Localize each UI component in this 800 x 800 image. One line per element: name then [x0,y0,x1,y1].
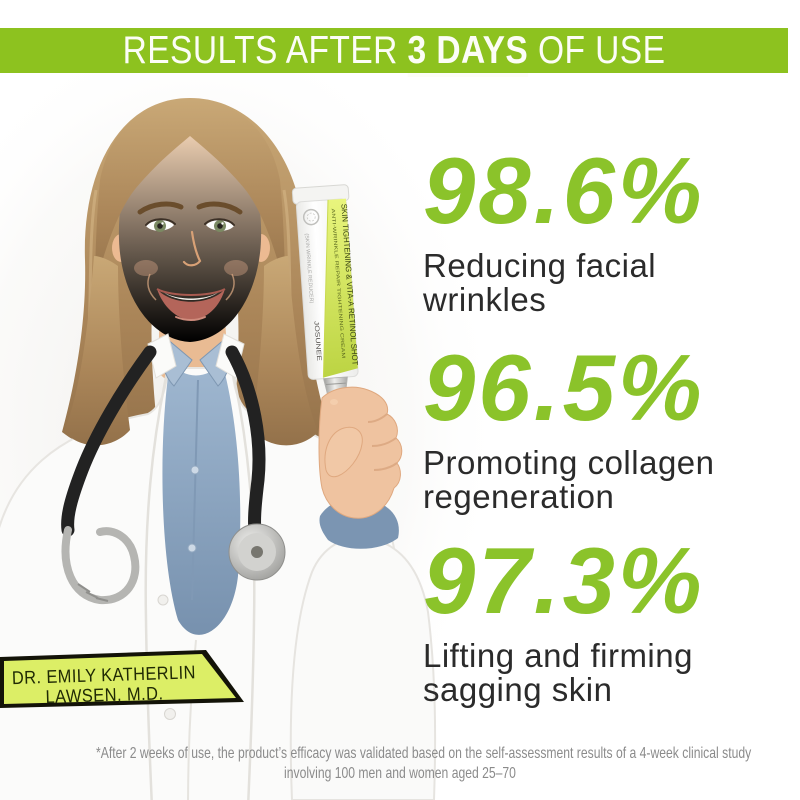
banner-text-part1: RESULTS AFTER [122,29,408,72]
disclaimer-line2: involving 100 men and women aged 25–70 [284,765,516,782]
product-tube: SKIN TIGHTENING & VITA-A RETINOL SHOT AN… [291,184,360,431]
tube-stripe [323,198,358,378]
stat-label-line1: Lifting and firming [423,637,693,675]
stat-label: Lifting and firming sagging skin [423,639,795,707]
disclaimer: *After 2 weeks of use, the product’s eff… [96,744,752,784]
stat-label-line1: Promoting collagen [423,444,715,482]
tube-side-text: (SKIN WRINKLE REDUCER) [303,233,314,304]
disclaimer-line1: *After 2 weeks of use, the product’s eff… [96,745,752,762]
coat-collar-left [147,333,177,379]
results-banner: RESULTS AFTER 3 DAYS OF USE [0,28,788,77]
face [118,126,262,342]
thumb [324,426,363,478]
stat-label-line2: regeneration [423,478,615,516]
tube-brand: JOSUNEE [312,321,322,362]
stat-label-line2: sagging skin [423,671,613,709]
coat-button [157,594,169,606]
coat-button [164,708,176,720]
stethoscope [61,345,286,605]
results-banner-text: RESULTS AFTER 3 DAYS OF USE [55,28,733,77]
doctor-name-line2: LAWSEN, M.D. [45,682,164,707]
stat-block-collagen: 96.5% Promoting collagen regeneration [423,335,795,514]
stat-value: 97.3% [423,528,705,633]
stat-value: 98.6% [423,138,705,243]
banner-highlight-3-days: 3 DAYS [407,29,529,77]
stat-label-line1: Reducing facial [423,247,657,285]
stat-label-line2: wrinkles [423,281,547,319]
hand [318,386,403,519]
stat-label: Promoting collagen regeneration [423,446,795,514]
seal-icon [302,208,320,226]
stat-value: 96.5% [423,335,705,440]
stat-block-wrinkles: 98.6% Reducing facial wrinkles [423,138,795,317]
stat-block-lifting: 97.3% Lifting and firming sagging skin [423,528,795,707]
stat-label: Reducing facial wrinkles [423,249,795,317]
face-features [134,201,248,321]
name-tag: DR. EMILY KATHERLIN LAWSEN, M.D. [0,650,244,708]
banner-text-part2: OF USE [528,29,666,72]
shirt [147,333,245,635]
